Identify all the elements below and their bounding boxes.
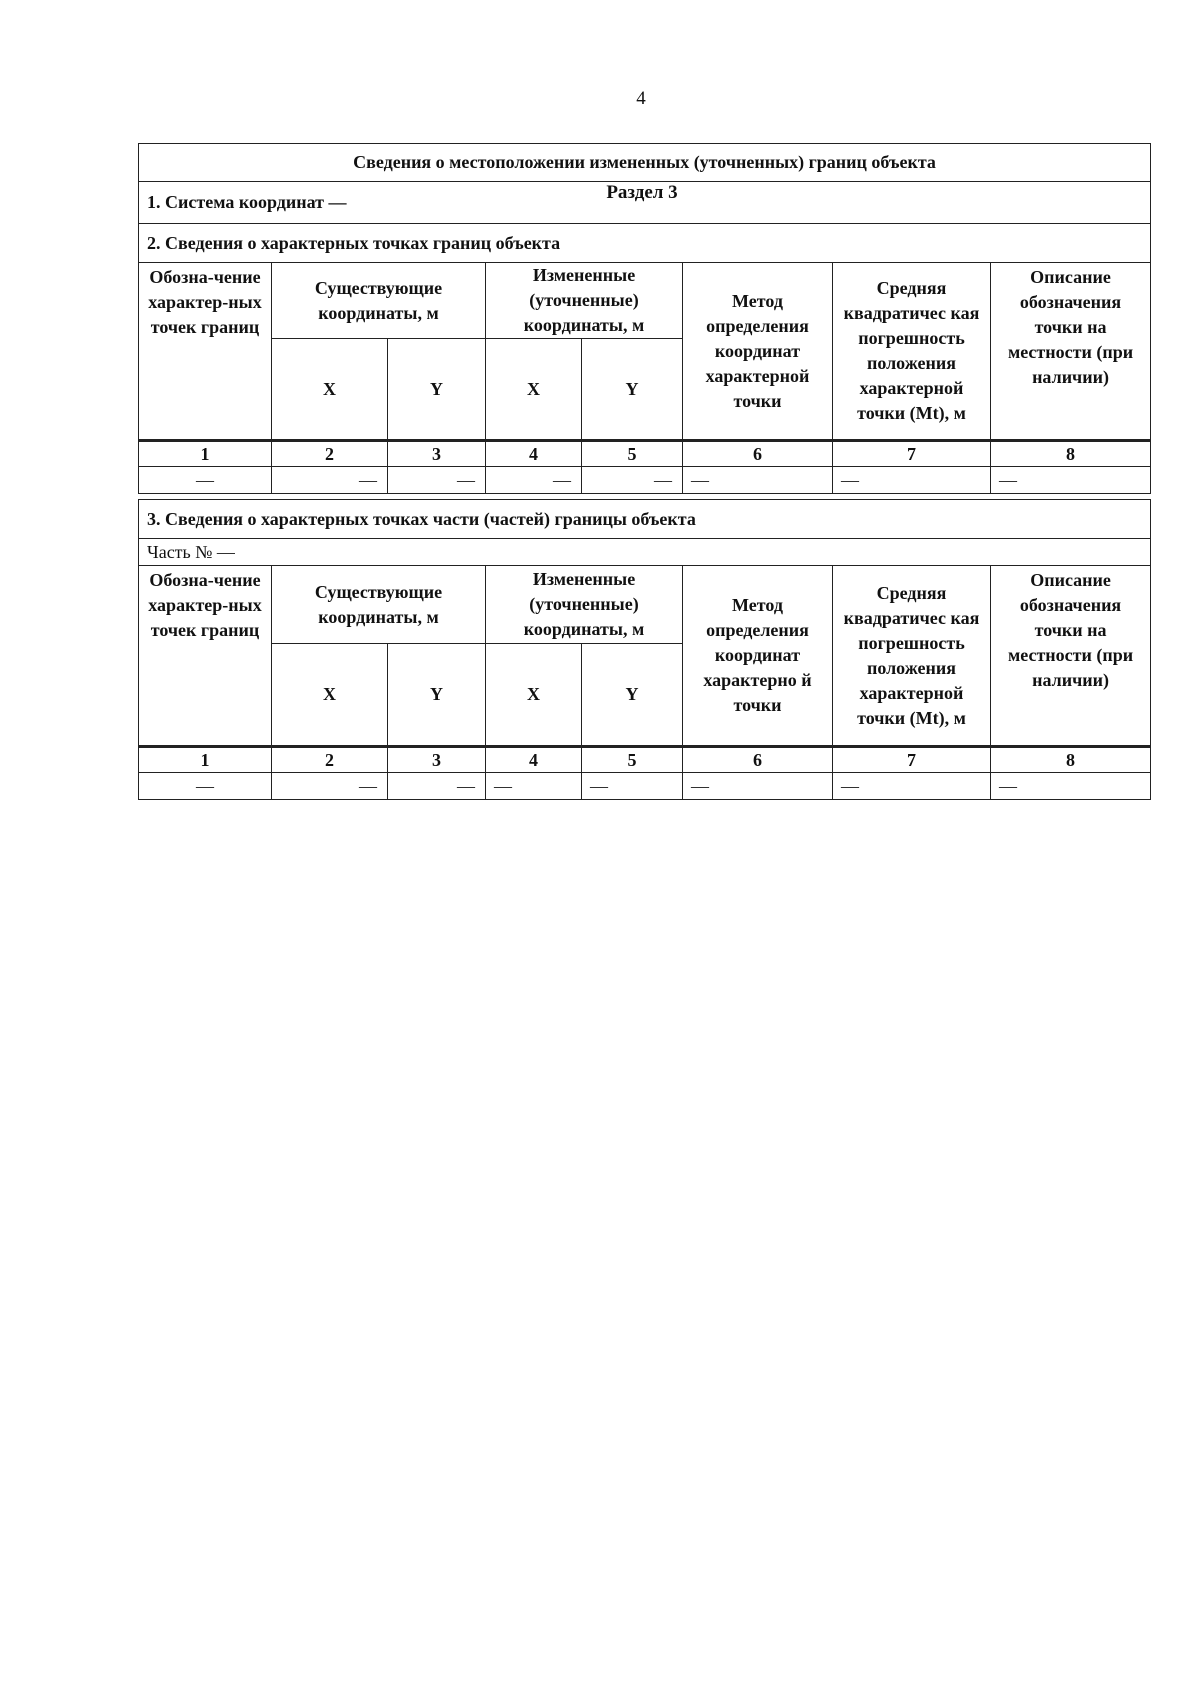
cell: — xyxy=(387,772,486,800)
column-number: 3 xyxy=(387,439,486,467)
cell: — xyxy=(682,466,833,494)
page-number: 4 xyxy=(636,88,646,109)
header-y: Y xyxy=(387,643,486,747)
column-number: 7 xyxy=(832,745,991,773)
coord-system: 1. Система координат — xyxy=(137,181,1152,224)
table-row: — — — — — — — — xyxy=(138,772,1152,800)
header-point-designation: Обозна-чение характер-ных точек границ xyxy=(138,262,272,441)
header-y: Y xyxy=(387,338,486,441)
column-number: 4 xyxy=(485,745,582,773)
boundary-points-table: Сведения о местоположении измененных (ут… xyxy=(137,143,1152,494)
header-method: Метод определения координат характерной … xyxy=(682,262,833,441)
header-changed-coords: Измененные (уточненные) координаты, м xyxy=(485,262,683,339)
column-number: 6 xyxy=(682,745,833,773)
cell: — xyxy=(832,772,991,800)
part-boundary-points-table: 3. Сведения о характерных точках части (… xyxy=(137,499,1152,800)
cell: — xyxy=(138,466,272,494)
column-number: 4 xyxy=(485,439,582,467)
cell: — xyxy=(485,772,582,800)
column-number: 5 xyxy=(581,745,683,773)
subsection-title: 2. Сведения о характерных точках границ … xyxy=(137,223,1152,263)
table-title: Сведения о местоположении измененных (ут… xyxy=(137,143,1152,182)
header-existing-coords: Существующие координаты, м xyxy=(271,262,486,339)
header-y: Y xyxy=(581,643,683,747)
column-numbers-row: 1 2 3 4 5 6 7 8 xyxy=(138,439,1152,467)
cell: — xyxy=(581,772,683,800)
header-point-designation: Обозна-чение характер-ных точек границ xyxy=(138,565,272,747)
cell: — xyxy=(682,772,833,800)
column-number: 7 xyxy=(832,439,991,467)
column-number: 6 xyxy=(682,439,833,467)
column-number: 1 xyxy=(138,745,272,773)
cell: — xyxy=(271,772,388,800)
cell: — xyxy=(138,772,272,800)
header-changed-coords: Измененные (уточненные) координаты, м xyxy=(485,565,683,644)
header-existing-coords: Существующие координаты, м xyxy=(271,565,486,644)
cell: — xyxy=(989,772,1152,800)
header-description: Описание обозначения точки на местности … xyxy=(989,262,1152,441)
header-description: Описание обозначения точки на местности … xyxy=(989,565,1152,747)
header-method: Метод определения координат характерно й… xyxy=(682,565,833,747)
column-number: 1 xyxy=(138,439,272,467)
column-numbers-row: 1 2 3 4 5 6 7 8 xyxy=(138,745,1152,773)
header-x: X xyxy=(271,338,388,441)
subsection-title: 3. Сведения о характерных точках части (… xyxy=(137,499,1152,539)
column-number: 8 xyxy=(989,745,1152,773)
column-number: 5 xyxy=(581,439,683,467)
cell: — xyxy=(989,466,1152,494)
header-error: Средняя квадратичес кая погрешность поло… xyxy=(832,262,991,441)
cell: — xyxy=(387,466,486,494)
column-number: 8 xyxy=(989,439,1152,467)
cell: — xyxy=(485,466,582,494)
cell: — xyxy=(832,466,991,494)
header-x: X xyxy=(485,338,582,441)
header-error: Средняя квадратичес кая погрешность поло… xyxy=(832,565,991,747)
part-number: Часть № — xyxy=(137,538,1152,566)
cell: — xyxy=(581,466,683,494)
column-number: 3 xyxy=(387,745,486,773)
column-number: 2 xyxy=(271,745,388,773)
header-x: X xyxy=(485,643,582,747)
header-x: X xyxy=(271,643,388,747)
header-y: Y xyxy=(581,338,683,441)
table-row: — — — — — — — — xyxy=(138,466,1152,494)
cell: — xyxy=(271,466,388,494)
column-number: 2 xyxy=(271,439,388,467)
